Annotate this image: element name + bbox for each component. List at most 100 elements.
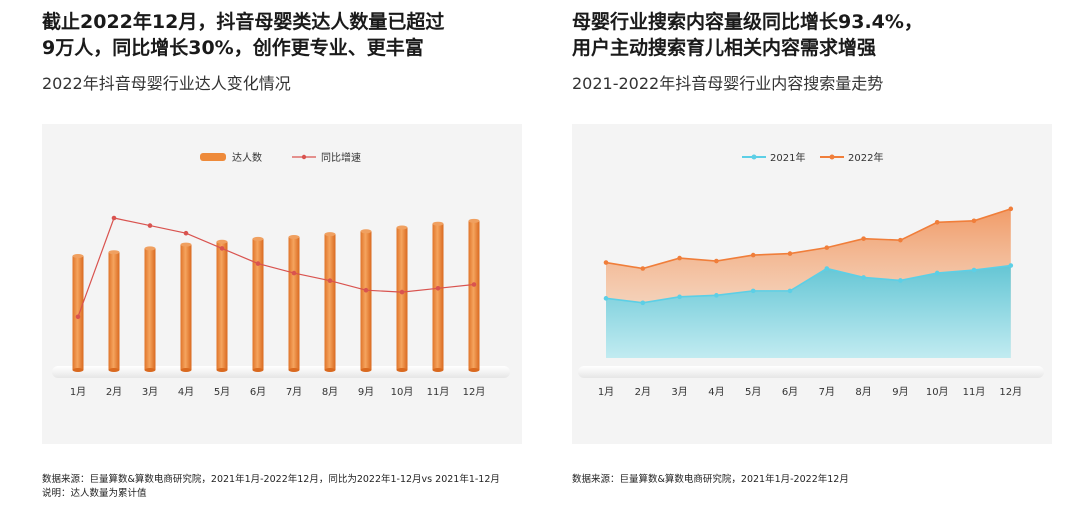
right-panel: 母婴行业搜索内容量级同比增长93.4%， 用户主动搜索育儿相关内容需求增强 20…	[572, 0, 1052, 485]
talent-bars	[72, 218, 480, 372]
point-2022-12月	[1008, 206, 1014, 212]
legend-line-marker	[301, 154, 307, 160]
x-tick-7月: 7月	[286, 386, 302, 398]
point-2022-1月	[603, 260, 609, 265]
right-source-line1: 数据来源：巨量算数&算数电商研究院，2021年1月-2022年12月	[572, 474, 849, 485]
bar-11月	[432, 221, 444, 372]
talent-chart-area: 达人数 同比增速 1月 2月 3月 4月 5月 6月 7月 8月 9月 10月 11月 12月	[42, 124, 522, 444]
point-2022-9月	[898, 237, 903, 243]
x-tick-10月: 10月	[391, 386, 414, 398]
growth-point-4月	[183, 230, 189, 236]
search-chart-legend: 2021年 2022年	[742, 151, 883, 164]
left-source-note: 数据来源：巨量算数&算数电商研究院，2021年1月-2022年12月，同比为20…	[42, 473, 500, 501]
x-tick-7月: 7月	[819, 386, 835, 398]
right-source-note: 数据来源：巨量算数&算数电商研究院，2021年1月-2022年12月	[572, 473, 849, 487]
growth-point-11月	[435, 286, 441, 291]
legend-label-growth: 同比增速	[321, 151, 361, 164]
x-tick-2月: 2月	[106, 386, 122, 398]
bar-2月	[108, 250, 120, 372]
point-2021-9月	[898, 278, 903, 283]
growth-point-1月	[75, 314, 81, 320]
growth-point-12月	[471, 282, 477, 287]
point-2022-11月	[971, 218, 977, 224]
left-panel: 截止2022年12月，抖音母婴类达人数量已超过 9万人，同比增长30%，创作更专…	[42, 0, 522, 499]
point-2022-2月	[640, 266, 646, 271]
x-tick-1月: 1月	[598, 386, 614, 398]
chart-floor	[52, 366, 510, 378]
x-tick-1月: 1月	[70, 386, 86, 398]
x-tick-11月: 11月	[427, 386, 450, 398]
point-2021-12月	[1008, 263, 1014, 268]
talent-chart-legend: 达人数 同比增速	[200, 151, 361, 164]
bar-4月	[180, 242, 192, 372]
x-tick-5月: 5月	[745, 386, 761, 398]
x-tick-8月: 8月	[322, 386, 338, 398]
point-2022-7月	[824, 245, 830, 250]
search-x-axis: 1月 2月 3月 4月 5月 6月 7月 8月 9月 10月 11月 12月	[598, 386, 1022, 398]
legend-marker-2021	[751, 154, 757, 160]
point-2021-6月	[787, 288, 793, 294]
left-source-line1: 数据来源：巨量算数&算数电商研究院，2021年1月-2022年12月，同比为20…	[42, 474, 500, 485]
bar-10月	[396, 225, 408, 372]
x-tick-6月: 6月	[250, 386, 266, 398]
x-tick-9月: 9月	[358, 386, 374, 398]
talent-x-axis: 1月 2月 3月 4月 5月 6月 7月 8月 9月 10月 11月 12月	[70, 386, 486, 398]
x-tick-6月: 6月	[782, 386, 798, 398]
legend-bar-swatch	[200, 153, 226, 161]
right-chart-title: 2021-2022年抖音母婴行业内容搜索量走势	[572, 74, 884, 93]
growth-point-6月	[255, 261, 261, 266]
growth-point-2月	[111, 215, 117, 221]
left-chart-title: 2022年抖音母婴行业达人变化情况	[42, 74, 291, 93]
growth-point-9月	[363, 287, 369, 293]
legend-label-count: 达人数	[232, 151, 262, 164]
search-volume-chart: 2021年 2022年 1月 2月 3月 4月 5月 6月 7月 8月 9月 10月 11月 12月	[578, 151, 1044, 398]
point-2022-6月	[787, 251, 793, 256]
x-tick-4月: 4月	[708, 386, 724, 398]
left-headline: 截止2022年12月，抖音母婴类达人数量已超过 9万人，同比增长30%，创作更专…	[42, 9, 522, 61]
growth-point-8月	[327, 278, 333, 283]
right-headline-line1: 母婴行业搜索内容量级同比增长93.4%，	[572, 11, 923, 33]
x-tick-2月: 2月	[635, 386, 651, 398]
x-tick-8月: 8月	[855, 386, 871, 398]
chart-floor	[578, 366, 1044, 378]
line-2021	[605, 264, 1011, 304]
left-headline-line2: 9万人，同比增长30%，创作更专业、更丰富	[42, 37, 424, 59]
bar-3月	[144, 246, 156, 372]
point-2021-1月	[603, 296, 609, 301]
bar-7月	[288, 235, 300, 372]
right-headline: 母婴行业搜索内容量级同比增长93.4%， 用户主动搜索育儿相关内容需求增强	[572, 9, 1052, 61]
point-2022-3月	[677, 255, 682, 261]
point-2021-10月	[934, 270, 940, 276]
growth-point-5月	[219, 246, 225, 251]
point-2022-4月	[714, 258, 719, 264]
bar-12月	[468, 218, 480, 372]
bar-5月	[216, 239, 228, 372]
growth-line	[75, 215, 477, 320]
growth-point-7月	[291, 270, 297, 276]
x-tick-10月: 10月	[926, 386, 949, 398]
bar-6月	[252, 236, 264, 372]
search-chart-area: 2021年 2022年 1月 2月 3月 4月 5月 6月 7月 8月 9月 10月 11月 12月	[572, 124, 1052, 444]
x-tick-3月: 3月	[671, 386, 687, 398]
point-2022-5月	[750, 252, 756, 258]
point-2021-5月	[750, 288, 756, 294]
point-2021-8月	[861, 275, 866, 280]
legend-label-2021: 2021年	[770, 151, 805, 164]
x-tick-12月: 12月	[999, 386, 1022, 398]
point-2021-2月	[640, 300, 646, 306]
growth-point-10月	[399, 289, 405, 295]
area-2021	[606, 265, 1011, 358]
point-2022-8月	[861, 236, 866, 241]
growth-point-3月	[147, 223, 153, 228]
point-2022-10月	[934, 219, 940, 225]
point-2021-3月	[677, 294, 682, 300]
x-tick-11月: 11月	[963, 386, 986, 398]
x-tick-12月: 12月	[463, 386, 486, 398]
left-headline-line1: 截止2022年12月，抖音母婴类达人数量已超过	[42, 11, 445, 33]
growth-polyline	[77, 217, 475, 318]
x-tick-9月: 9月	[892, 386, 908, 398]
left-source-line2: 说明：达人数量为累计值	[42, 488, 147, 499]
x-tick-5月: 5月	[214, 386, 230, 398]
legend-label-2022: 2022年	[848, 151, 883, 164]
search-areas	[603, 206, 1014, 358]
